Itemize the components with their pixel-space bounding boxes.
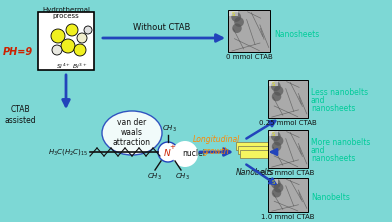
Text: Less nanobelts: Less nanobelts — [311, 88, 368, 97]
Text: 0 mmol CTAB: 0 mmol CTAB — [226, 54, 272, 60]
Circle shape — [274, 136, 283, 146]
Text: waals: waals — [121, 127, 143, 137]
Text: and: and — [311, 96, 325, 105]
Text: 0.25 mmol CTAB: 0.25 mmol CTAB — [259, 120, 317, 126]
Text: growth: growth — [203, 147, 229, 156]
Text: Hydrothermal: Hydrothermal — [42, 7, 90, 13]
Text: 1.0 mmol CTAB: 1.0 mmol CTAB — [261, 214, 315, 220]
Circle shape — [77, 33, 87, 43]
Circle shape — [272, 92, 281, 101]
Text: Without CTAB: Without CTAB — [133, 23, 191, 32]
Text: attraction: attraction — [113, 137, 151, 147]
FancyBboxPatch shape — [269, 179, 278, 184]
Text: $CH_3$: $CH_3$ — [162, 124, 176, 134]
Circle shape — [158, 142, 178, 162]
Circle shape — [84, 26, 92, 34]
Circle shape — [271, 81, 281, 91]
Text: S: S — [271, 180, 274, 184]
FancyBboxPatch shape — [268, 130, 308, 168]
Text: $CH_3$: $CH_3$ — [174, 172, 189, 182]
Text: S: S — [231, 12, 234, 16]
Circle shape — [274, 86, 283, 96]
FancyBboxPatch shape — [228, 10, 270, 52]
Circle shape — [66, 24, 78, 36]
Circle shape — [74, 44, 86, 56]
Circle shape — [231, 12, 241, 22]
Circle shape — [272, 188, 281, 198]
FancyBboxPatch shape — [236, 142, 274, 150]
Circle shape — [52, 45, 62, 55]
FancyBboxPatch shape — [269, 81, 278, 86]
Circle shape — [274, 183, 283, 192]
Text: nuclei: nuclei — [182, 149, 205, 157]
Text: $H_3C(H_2C)_{15}$: $H_3C(H_2C)_{15}$ — [48, 147, 88, 157]
Text: CTAB
assisted: CTAB assisted — [4, 105, 36, 125]
FancyBboxPatch shape — [240, 150, 278, 158]
Text: S: S — [271, 131, 274, 137]
Text: S: S — [271, 81, 274, 87]
FancyBboxPatch shape — [268, 178, 308, 212]
Ellipse shape — [102, 111, 162, 155]
Text: and: and — [311, 146, 325, 155]
Text: $N$: $N$ — [163, 147, 171, 157]
FancyBboxPatch shape — [38, 12, 94, 70]
FancyBboxPatch shape — [269, 131, 278, 136]
Text: More nanobelts: More nanobelts — [311, 138, 370, 147]
Text: van der: van der — [117, 117, 147, 127]
Circle shape — [232, 24, 242, 33]
Text: 0.5 mmol CTAB: 0.5 mmol CTAB — [261, 170, 315, 176]
Text: Longitudinal: Longitudinal — [192, 135, 240, 144]
Text: nanosheets: nanosheets — [311, 154, 356, 163]
Text: +: + — [169, 144, 175, 150]
Circle shape — [51, 29, 65, 43]
Text: nanosheets: nanosheets — [311, 104, 356, 113]
Circle shape — [271, 131, 281, 141]
Circle shape — [272, 142, 281, 151]
FancyBboxPatch shape — [238, 146, 276, 154]
Text: $Si^{4+}$: $Si^{4+}$ — [56, 62, 71, 71]
Text: PH=9: PH=9 — [3, 47, 33, 57]
Circle shape — [271, 179, 281, 188]
FancyBboxPatch shape — [268, 80, 308, 118]
Text: process: process — [53, 13, 79, 19]
Text: Nanobelts: Nanobelts — [236, 168, 274, 177]
Text: Nanosheets: Nanosheets — [274, 30, 319, 39]
Circle shape — [172, 141, 198, 167]
FancyBboxPatch shape — [229, 11, 238, 16]
Text: $Bi^{3+}$: $Bi^{3+}$ — [73, 62, 88, 71]
Circle shape — [234, 17, 244, 27]
Circle shape — [61, 39, 75, 53]
Text: Nanobelts: Nanobelts — [311, 193, 350, 202]
Text: $CH_3$: $CH_3$ — [147, 172, 162, 182]
